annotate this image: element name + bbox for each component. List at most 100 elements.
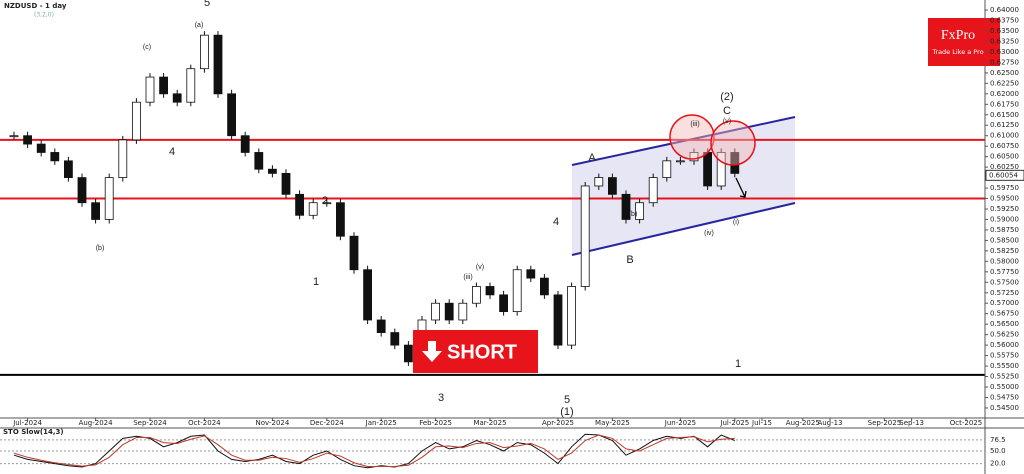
candle bbox=[322, 202, 332, 205]
y-tick-label: 0.55750 bbox=[990, 352, 1019, 360]
x-tick-label: Aug-2024 bbox=[79, 419, 114, 427]
y-tick-label: 0.63750 bbox=[990, 17, 1019, 25]
y-tick-label: 0.55000 bbox=[990, 383, 1019, 391]
brand-box bbox=[928, 18, 1000, 66]
x-tick-label: Aug-2025 bbox=[786, 419, 820, 427]
candle bbox=[403, 344, 413, 363]
candle bbox=[254, 152, 264, 170]
candle bbox=[240, 135, 250, 153]
stochastic-title: STO Slow(14,3) bbox=[3, 428, 64, 436]
wave-label: (iv) bbox=[704, 230, 714, 237]
highlight-circle bbox=[669, 114, 715, 160]
wave-label: (iii) bbox=[690, 121, 699, 128]
wave-label: 4 bbox=[169, 146, 175, 158]
y-tick-label: 0.59250 bbox=[990, 205, 1019, 213]
candle bbox=[50, 152, 60, 162]
wave-label: (1) bbox=[560, 406, 573, 418]
candle bbox=[662, 160, 672, 178]
channel-fill bbox=[572, 117, 795, 255]
chart-title: NZDUSD - 1 day bbox=[4, 2, 67, 10]
candle bbox=[23, 135, 33, 145]
candle bbox=[186, 68, 196, 103]
y-tick-label: 0.56750 bbox=[990, 310, 1019, 318]
wave-label: C bbox=[723, 105, 731, 117]
y-tick-label: 0.56500 bbox=[990, 320, 1019, 328]
wave-label: (b) bbox=[96, 245, 105, 252]
y-tick-label: 0.56000 bbox=[990, 341, 1019, 349]
wave-label: (2) bbox=[720, 91, 733, 103]
candle bbox=[567, 286, 576, 346]
y-tick-label: 0.58500 bbox=[990, 236, 1019, 244]
candle bbox=[376, 319, 386, 333]
candle bbox=[499, 294, 509, 313]
candle bbox=[553, 294, 563, 346]
wave-label: 4 bbox=[553, 216, 559, 228]
candle bbox=[716, 152, 726, 187]
candle bbox=[648, 177, 658, 204]
wave-label: 1 bbox=[313, 276, 319, 288]
y-tick-label: 0.60250 bbox=[990, 163, 1019, 171]
candle bbox=[145, 76, 155, 103]
y-tick-label: 0.57750 bbox=[990, 268, 1019, 276]
wave-label: (i) bbox=[733, 219, 739, 226]
candle bbox=[295, 193, 305, 216]
x-tick-label: Jan-2025 bbox=[365, 419, 397, 427]
candle bbox=[131, 101, 141, 141]
wave-label: A bbox=[588, 152, 596, 164]
y-tick-label: 0.61000 bbox=[990, 132, 1019, 140]
y-tick-label: 0.60750 bbox=[990, 142, 1019, 150]
wave-label: (iii) bbox=[463, 274, 472, 281]
x-tick-label: Apr-2025 bbox=[542, 419, 574, 427]
stochastic-tick-label: 20.0 bbox=[990, 460, 1006, 468]
forecast-arrow bbox=[735, 177, 747, 198]
candle bbox=[308, 202, 318, 216]
y-tick-label: 0.61250 bbox=[990, 121, 1019, 129]
y-tick-label: 0.54500 bbox=[990, 404, 1019, 412]
x-tick-label: Feb-2025 bbox=[419, 419, 452, 427]
candle bbox=[349, 235, 359, 271]
candle bbox=[635, 202, 644, 220]
candle bbox=[227, 93, 237, 137]
y-tick-label: 0.62750 bbox=[990, 58, 1019, 66]
wave-label: B bbox=[626, 254, 633, 266]
candle bbox=[594, 177, 604, 187]
candle bbox=[77, 177, 87, 204]
y-tick-label: 0.62250 bbox=[990, 79, 1019, 87]
y-tick-label: 0.57500 bbox=[990, 278, 1019, 286]
candle bbox=[730, 152, 740, 174]
y-tick-label: 0.59500 bbox=[990, 195, 1019, 203]
y-tick-label: 0.57000 bbox=[990, 299, 1019, 307]
candle bbox=[9, 135, 19, 138]
wave-label: (a) bbox=[195, 22, 204, 29]
channel-lower bbox=[571, 202, 796, 256]
candle bbox=[431, 302, 441, 321]
stochastic-tick-label: 76.5 bbox=[990, 436, 1006, 444]
candle bbox=[199, 34, 209, 70]
channel-upper bbox=[571, 116, 796, 166]
wave-label: 2 bbox=[322, 195, 328, 207]
candle bbox=[676, 160, 685, 163]
y-tick-label: 0.59750 bbox=[990, 184, 1019, 192]
wave-label: (v) bbox=[723, 118, 731, 125]
candle bbox=[104, 177, 114, 220]
y-tick-label: 0.61750 bbox=[990, 100, 1019, 108]
candle bbox=[512, 269, 522, 313]
y-tick-label: 0.55500 bbox=[990, 362, 1019, 370]
x-tick-label: Sep-2024 bbox=[133, 419, 167, 427]
brand-name: FxPro bbox=[941, 28, 975, 43]
candle bbox=[172, 93, 182, 103]
candle bbox=[580, 185, 590, 287]
y-tick-label: 0.61500 bbox=[990, 111, 1019, 119]
candle bbox=[526, 269, 536, 279]
y-tick-label: 0.56250 bbox=[990, 331, 1019, 339]
candle bbox=[64, 160, 73, 178]
x-tick-label: Jul-15 bbox=[751, 419, 772, 427]
x-tick-label: Jul-2025 bbox=[719, 419, 749, 427]
x-tick-label: Nov-2024 bbox=[255, 419, 289, 427]
candle bbox=[608, 177, 617, 195]
candle bbox=[91, 202, 100, 220]
y-tick-label: 0.58750 bbox=[990, 226, 1019, 234]
stochastic-line bbox=[13, 434, 735, 468]
